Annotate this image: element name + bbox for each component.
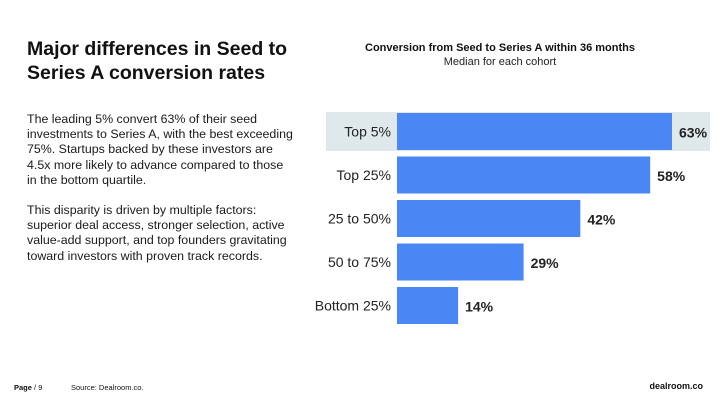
page-separator: / — [31, 383, 39, 392]
value-label: 63% — [679, 125, 708, 141]
category-label: 50 to 75% — [328, 254, 391, 270]
category-label: Top 5% — [344, 124, 391, 140]
category-label: Bottom 25% — [315, 298, 391, 314]
value-label: 58% — [657, 168, 686, 184]
category-label: Top 25% — [337, 167, 391, 183]
body-text: The leading 5% convert 63% of their seed… — [27, 112, 295, 279]
bar — [397, 243, 524, 281]
value-label: 42% — [587, 212, 616, 228]
bar — [397, 113, 672, 150]
bar — [397, 156, 651, 194]
source-note: Source: Dealroom.co. — [71, 383, 144, 392]
paragraph-1: The leading 5% convert 63% of their seed… — [27, 112, 293, 187]
page-number: 9 — [38, 383, 43, 392]
bar — [397, 200, 581, 237]
brand-logo: dealroom.co — [649, 381, 703, 391]
page-indicator: Page / 9 — [14, 383, 42, 392]
chart-subtitle: Median for each cohort — [443, 56, 557, 68]
category-label: 25 to 50% — [328, 211, 391, 227]
headline: Major differences in Seed to Series A co… — [27, 38, 288, 84]
page-label: Page — [14, 383, 32, 392]
value-label: 14% — [465, 299, 494, 315]
chart-title: Conversion from Seed to Series A within … — [365, 42, 635, 54]
value-label: 29% — [531, 255, 560, 271]
bar — [397, 287, 459, 324]
paragraph-2: This disparity is driven by multiple fac… — [27, 203, 287, 263]
